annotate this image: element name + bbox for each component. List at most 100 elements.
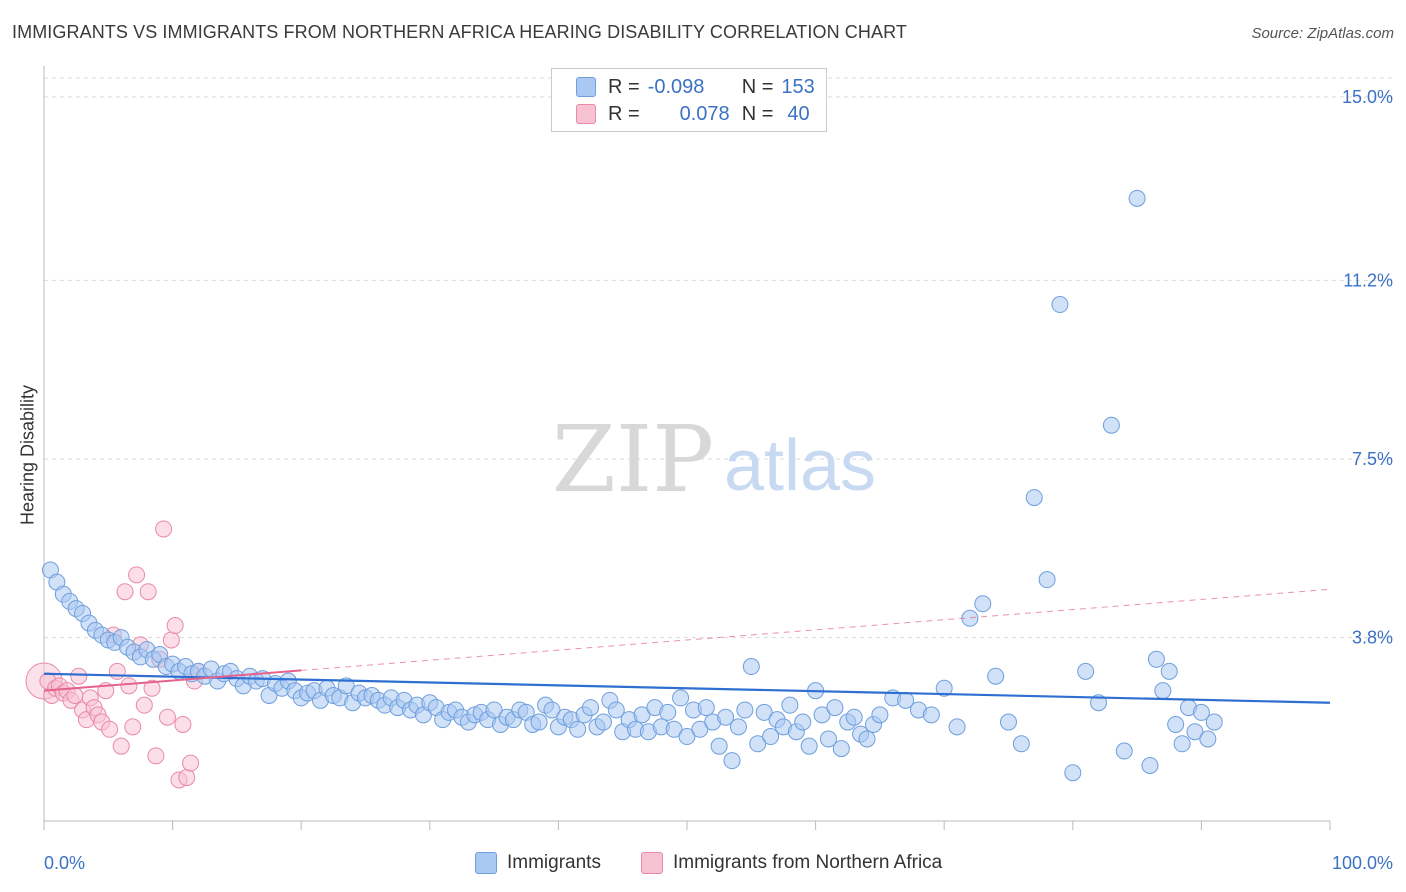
legend-row-immigrants: R = -0.098 N = 153 <box>576 75 815 99</box>
immigrants-point <box>1128 189 1146 207</box>
immigrants-point <box>1102 416 1120 434</box>
chart-title: IMMIGRANTS VS IMMIGRANTS FROM NORTHERN A… <box>12 22 907 42</box>
immigrants-point <box>813 706 831 724</box>
legend-label-northern-africa: Immigrants from Northern Africa <box>673 852 943 873</box>
northern-africa-point <box>147 747 165 765</box>
series-legend: Immigrants Immigrants from Northern Afri… <box>0 852 1406 878</box>
legend-n-value: 153 <box>781 75 815 98</box>
immigrants-point <box>1012 735 1030 753</box>
northern-africa-point <box>112 737 130 755</box>
immigrants-point <box>678 728 696 746</box>
immigrants-point <box>582 699 600 717</box>
immigrants-point <box>543 701 561 719</box>
northern-africa-point <box>70 667 88 685</box>
immigrants-point <box>987 667 1005 685</box>
x-tick-label: 0.0% <box>44 853 85 873</box>
immigrants-point <box>974 595 992 613</box>
northern-africa-point <box>143 679 161 697</box>
immigrants-point <box>1115 742 1133 760</box>
immigrants-point <box>691 720 709 738</box>
legend-item-immigrants: Immigrants <box>475 852 601 874</box>
northern-africa-point <box>128 566 146 584</box>
axes <box>43 66 1331 830</box>
stats-legend: R = -0.098 N = 153 R = 0.078 N = 40 <box>551 68 827 132</box>
northern-africa-point <box>120 677 138 695</box>
watermark-atlas: atlas <box>724 426 876 506</box>
immigrants-point <box>337 677 355 695</box>
immigrants-point <box>781 696 799 714</box>
northern-africa-point <box>124 718 142 736</box>
northern-africa-trend-extension <box>301 588 1331 671</box>
legend-swatch-blue <box>576 77 596 97</box>
immigrants-point <box>1167 715 1185 733</box>
northern-africa-point <box>158 708 176 726</box>
immigrants-point <box>530 713 548 731</box>
immigrants-point <box>935 679 953 697</box>
watermark-zip: ZIP <box>552 406 714 513</box>
northern-africa-trend-line <box>43 669 302 692</box>
immigrants-point <box>742 658 760 676</box>
legend-swatch-pink <box>641 852 663 874</box>
x-tick-label: 100.0% <box>1332 853 1393 873</box>
legend-row-northern-africa: R = 0.078 N = 40 <box>576 102 810 126</box>
tick-labels: 3.8% 7.5% 11.2% 15.0% 0.0% 100.0% <box>44 87 1393 873</box>
northern-africa-point <box>155 520 173 538</box>
immigrants-point <box>922 706 940 724</box>
northern-africa-points <box>25 520 207 789</box>
northern-africa-point <box>162 631 180 649</box>
immigrants-point <box>1147 650 1165 668</box>
source-credit: Source: ZipAtlas.com <box>1251 25 1394 42</box>
legend-r-value: -0.098 <box>647 75 705 98</box>
immigrants-point <box>800 737 818 755</box>
northern-africa-point <box>182 754 200 772</box>
immigrants-trend-line <box>43 672 1331 704</box>
immigrants-point <box>710 737 728 755</box>
immigrants-point <box>826 699 844 717</box>
immigrants-point <box>717 708 735 726</box>
immigrants-point <box>1000 713 1017 731</box>
immigrants-point <box>1154 682 1172 700</box>
immigrants-point <box>845 708 863 726</box>
immigrants-point <box>1141 756 1159 774</box>
northern-africa-point <box>174 715 192 733</box>
immigrants-point <box>749 735 767 753</box>
legend-r-label: R = <box>608 102 640 125</box>
y-tick-label: 15.0% <box>1342 87 1393 107</box>
legend-label-immigrants: Immigrants <box>507 852 601 873</box>
grid-lines <box>44 77 1394 639</box>
immigrants-point <box>755 703 773 721</box>
immigrants-point <box>1199 730 1217 748</box>
immigrants-point <box>819 730 837 748</box>
immigrants-point <box>569 720 587 738</box>
legend-n-label: N = <box>741 102 774 125</box>
immigrants-point <box>607 701 625 719</box>
legend-r-label: R = <box>608 75 640 98</box>
immigrants-point <box>736 701 754 719</box>
immigrants-point <box>1090 694 1108 712</box>
northern-africa-point <box>178 769 196 787</box>
northern-africa-point <box>66 687 84 705</box>
immigrants-point <box>1077 662 1095 680</box>
immigrants-point <box>871 706 889 724</box>
immigrants-point <box>1064 764 1082 782</box>
y-tick-label: 3.8% <box>1352 628 1393 648</box>
legend-swatch-pink <box>576 104 596 124</box>
immigrants-point <box>1205 713 1223 731</box>
immigrants-point <box>485 701 503 719</box>
immigrants-point <box>1025 489 1043 507</box>
legend-n-label: N = <box>741 75 774 98</box>
northern-africa-point <box>139 583 157 601</box>
immigrants-point <box>659 703 677 721</box>
northern-africa-point <box>166 617 184 635</box>
immigrants-point <box>794 713 812 731</box>
watermark: ZIP atlas <box>552 406 876 513</box>
immigrants-point <box>594 713 612 731</box>
y-tick-label: 11.2% <box>1343 270 1393 290</box>
immigrants-point <box>1173 735 1191 753</box>
immigrants-point <box>1192 703 1210 721</box>
northern-africa-point <box>101 720 119 738</box>
northern-africa-point <box>116 583 134 601</box>
immigrants-point <box>832 740 850 758</box>
immigrants-point <box>762 728 780 746</box>
